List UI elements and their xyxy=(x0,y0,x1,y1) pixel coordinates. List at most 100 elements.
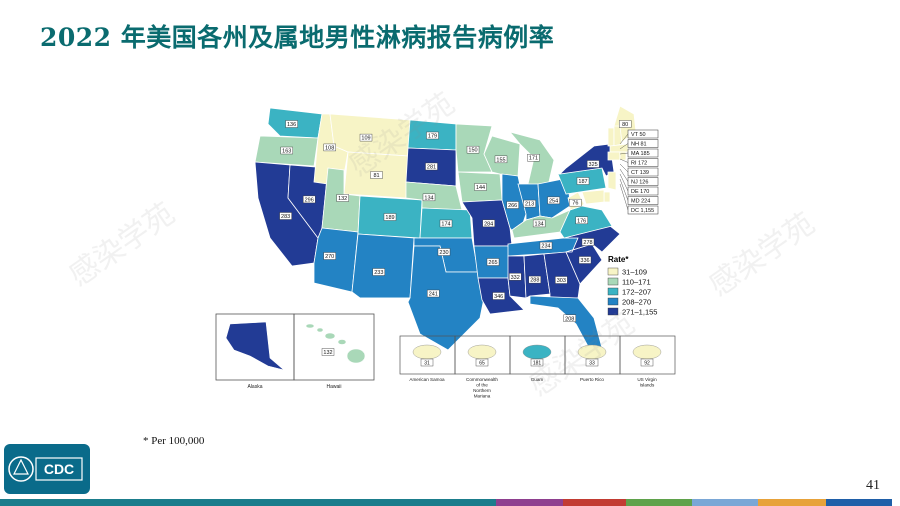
callout-dc: DC 1,155 xyxy=(631,208,654,214)
state-value-co: 189 xyxy=(385,215,394,221)
state-nm xyxy=(351,233,415,299)
bottom-bar-segment xyxy=(826,499,892,506)
territory-label: Puerto Rico xyxy=(580,377,604,382)
state-ct xyxy=(607,151,621,161)
territory-label: of the xyxy=(476,383,488,388)
bottom-bar-segment xyxy=(563,499,626,506)
callout-ct: CT 139 xyxy=(631,170,649,176)
legend-swatch xyxy=(607,297,619,306)
state-value-sd: 281 xyxy=(427,165,436,171)
state-value-ia: 144 xyxy=(476,185,485,191)
territory-value: 33 xyxy=(589,361,595,367)
state-value-nv: 296 xyxy=(305,197,314,203)
state-value-wy: 81 xyxy=(373,173,379,179)
callout-ma: MA 185 xyxy=(631,151,650,157)
legend-label: 110–171 xyxy=(622,278,651,287)
state-nj xyxy=(607,171,617,191)
legend-swatch xyxy=(607,277,619,286)
state-value-id: 108 xyxy=(325,145,334,151)
state-value-tx: 241 xyxy=(429,292,438,298)
state-value-ga: 303 xyxy=(557,278,566,284)
legend-title: Rate* xyxy=(608,255,629,264)
state-value-or: 163 xyxy=(282,149,291,155)
bottom-bar-segment xyxy=(692,499,758,506)
legend-label: 31–109 xyxy=(622,268,647,277)
cdc-logo-text: CDC xyxy=(44,461,74,477)
bottom-bar-segment xyxy=(124,499,186,506)
territory-value: 65 xyxy=(479,361,485,367)
state-value-nd: 179 xyxy=(428,134,437,140)
state-value-tn: 234 xyxy=(541,244,550,250)
state-value-ca: 283 xyxy=(281,214,290,220)
bottom-bar-segment xyxy=(626,499,692,506)
territory-label: US Virgin xyxy=(637,377,657,382)
watermark: 感染学苑 xyxy=(62,196,182,294)
territory-label: Islands xyxy=(640,383,655,388)
state-value-fl: 208 xyxy=(565,316,574,322)
state-vt xyxy=(607,127,615,147)
territory-label: Commonwealth xyxy=(466,377,498,382)
territory-label: Mariana xyxy=(474,394,491,399)
state-de xyxy=(603,191,611,203)
state-value-mt: 109 xyxy=(361,136,370,142)
state-value-ut: 132 xyxy=(338,196,347,202)
bottom-bar-segment xyxy=(496,499,563,506)
legend-label: 271–1,155 xyxy=(622,308,657,317)
bottom-bar-segment xyxy=(62,499,124,506)
state-value-sc: 336 xyxy=(580,258,589,264)
bottom-bar-segment xyxy=(434,499,496,506)
bottom-bar-segment xyxy=(248,499,310,506)
state-tx xyxy=(360,245,487,351)
state-nh xyxy=(613,125,623,147)
page-number: 41 xyxy=(866,478,880,493)
state-value-ks: 174 xyxy=(441,222,450,228)
state-value-wa: 136 xyxy=(287,122,296,128)
territory-value: 92 xyxy=(644,361,650,367)
bottom-bar-segment xyxy=(0,499,62,506)
state-value-nm: 233 xyxy=(374,270,383,276)
callout-de: DE 170 xyxy=(631,189,649,195)
legend-swatch xyxy=(607,287,619,296)
state-value-pa: 187 xyxy=(578,179,587,185)
footnote: * Per 100,000 xyxy=(143,435,205,447)
state-value-al: 288 xyxy=(530,278,539,284)
state-value-il: 266 xyxy=(508,203,517,209)
state-value-mn: 150 xyxy=(468,148,477,154)
state-az xyxy=(313,227,359,293)
callout-nj: NJ 126 xyxy=(631,180,648,186)
bottom-bar-segment xyxy=(186,499,248,506)
callout-md: MD 224 xyxy=(631,199,650,205)
callout-nh: NH 81 xyxy=(631,142,647,148)
state-value-hi: 132 xyxy=(323,350,332,356)
state-value-in: 213 xyxy=(525,202,534,208)
callout-vt: VT 50 xyxy=(631,132,646,138)
inset-label-alaska: Alaska xyxy=(247,384,262,390)
bottom-color-bar xyxy=(0,499,900,506)
territory-label: Northern xyxy=(473,388,491,393)
state-value-ok: 230 xyxy=(439,250,448,256)
territory-value: 31 xyxy=(424,361,430,367)
state-value-va: 176 xyxy=(577,218,586,224)
state-value-oh: 254 xyxy=(549,198,558,204)
state-value-wv: 76 xyxy=(572,201,578,207)
state-value-nc: 278 xyxy=(583,240,592,246)
legend-label: 172–207 xyxy=(622,288,651,297)
bottom-bar-segment xyxy=(372,499,434,506)
legend-swatch xyxy=(607,307,619,316)
inset-label-hawaii: Hawaii xyxy=(326,384,341,390)
watermark: 感染学苑 xyxy=(702,206,822,304)
callout-ri: RI 172 xyxy=(631,161,647,167)
state-value-ms: 332 xyxy=(511,275,520,281)
state-md xyxy=(581,189,605,205)
state-value-ky: 134 xyxy=(535,221,544,227)
territory-label: American Samoa xyxy=(409,377,445,382)
state-value-az: 270 xyxy=(325,254,334,260)
state-value-mo: 284 xyxy=(484,221,493,227)
state-value-ne: 134 xyxy=(424,195,433,201)
page-title: 2022 年美国各州及属地男性淋病报告病例率 xyxy=(40,23,555,52)
territory-label: Guam xyxy=(531,377,544,382)
cdc-logo: CDC xyxy=(4,444,90,494)
state-value-me: 80 xyxy=(622,122,628,128)
state-value-wi: 155 xyxy=(496,157,505,163)
bottom-bar-segment xyxy=(310,499,372,506)
